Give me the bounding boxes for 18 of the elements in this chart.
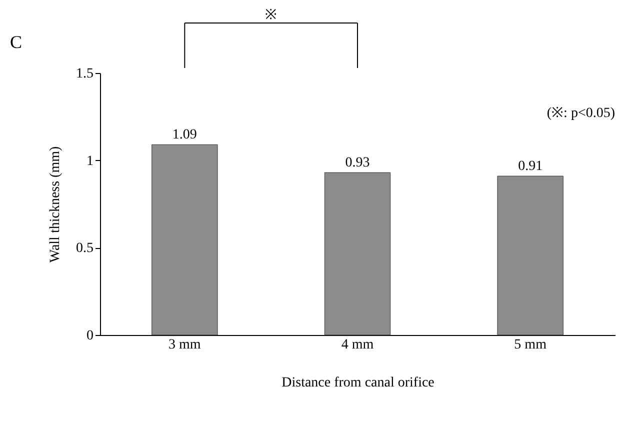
chart-title: C <box>10 32 22 52</box>
data-label: 0.93 <box>345 156 370 171</box>
y-tick-label: 1 <box>86 154 94 169</box>
y-axis-title: Wall thickness (mm) <box>48 146 63 263</box>
data-label: 0.91 <box>518 159 543 174</box>
text: ※ <box>265 8 278 23</box>
y-tick-label: 1.5 <box>76 66 94 82</box>
y-tick-label: 0 <box>86 328 94 344</box>
annotation: (※: p<0.05) <box>546 106 616 121</box>
bar <box>324 172 391 336</box>
bar <box>497 176 564 336</box>
data-label: 1.09 <box>172 128 197 143</box>
bar <box>152 144 218 336</box>
x-tick-label: 3 mm <box>168 338 201 352</box>
y-tick-label: 0.5 <box>76 241 94 256</box>
x-axis-title: Distance from canal orifice <box>282 376 434 390</box>
x-tick-label: 5 mm <box>514 338 547 352</box>
x-tick-label: 4 mm <box>341 338 374 352</box>
